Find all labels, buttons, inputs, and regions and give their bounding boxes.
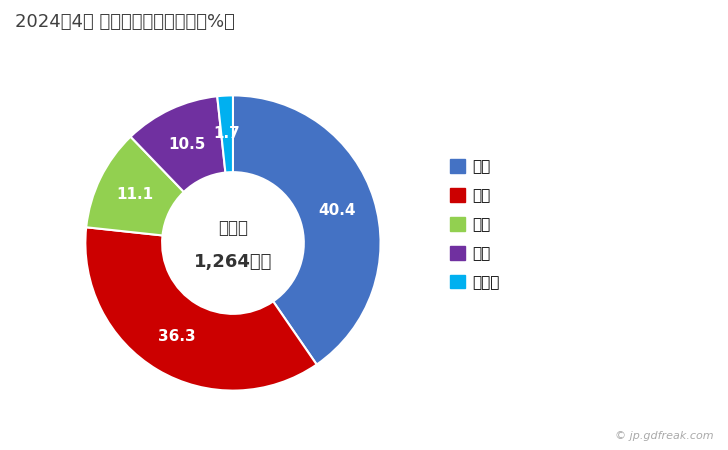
Wedge shape xyxy=(86,137,183,235)
Wedge shape xyxy=(233,95,381,364)
Text: © jp.gdfreak.com: © jp.gdfreak.com xyxy=(615,431,713,441)
Wedge shape xyxy=(85,227,317,391)
Text: 1,264万円: 1,264万円 xyxy=(194,253,272,271)
Text: 総　額: 総 額 xyxy=(218,219,248,237)
Wedge shape xyxy=(217,95,233,172)
Legend: 韓国, タイ, 台湾, 香港, その他: 韓国, タイ, 台湾, 香港, その他 xyxy=(443,153,506,296)
Text: 11.1: 11.1 xyxy=(116,188,154,203)
Wedge shape xyxy=(130,96,226,192)
Text: 36.3: 36.3 xyxy=(158,329,196,344)
Text: 10.5: 10.5 xyxy=(168,136,205,152)
Text: 1.7: 1.7 xyxy=(214,126,240,141)
Text: 40.4: 40.4 xyxy=(319,203,356,218)
Text: 2024年4月 輸出相手国のシェア（%）: 2024年4月 輸出相手国のシェア（%） xyxy=(15,14,234,32)
